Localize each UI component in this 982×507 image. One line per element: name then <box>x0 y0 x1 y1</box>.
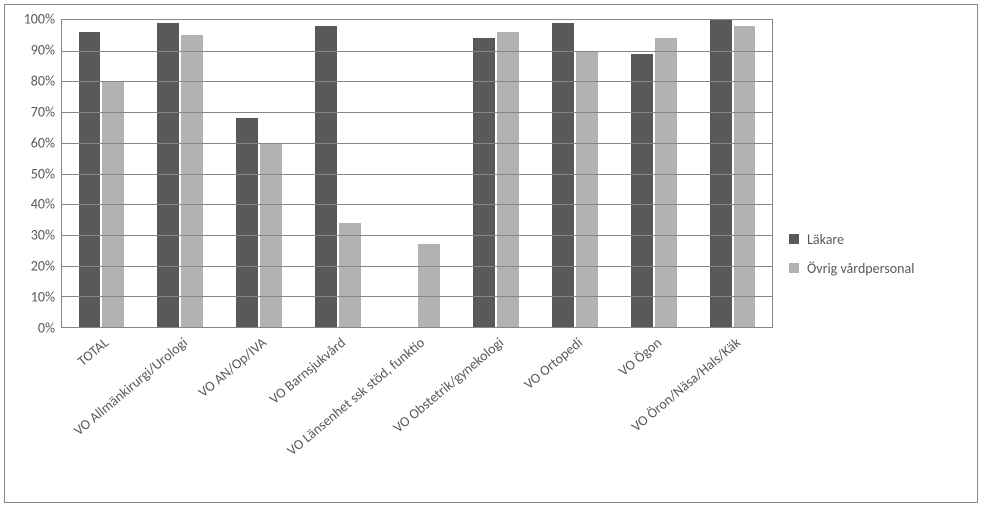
bar <box>181 35 203 327</box>
bar <box>734 26 756 327</box>
bar <box>339 223 361 327</box>
grid-line <box>62 235 772 236</box>
y-tick-label: 10% <box>31 289 55 306</box>
plot-area <box>61 19 773 328</box>
legend-item: Övrig vårdpersonal <box>789 260 969 277</box>
chart-frame: 0%10%20%30%40%50%60%70%80%90%100% TOTALV… <box>4 4 978 503</box>
y-tick-label: 50% <box>31 165 55 182</box>
x-axis-labels: TOTALVO Allmänkirurgi/UrologiVO AN/Op/IV… <box>61 328 773 488</box>
grid-line <box>62 296 772 297</box>
x-axis-spacer <box>13 328 61 488</box>
bar <box>497 32 519 327</box>
bar <box>79 32 101 327</box>
bar <box>631 54 653 327</box>
bar <box>576 51 598 327</box>
y-axis: 0%10%20%30%40%50%60%70%80%90%100% <box>13 19 61 328</box>
y-tick-label: 20% <box>31 258 55 275</box>
legend-label: Övrig vårdpersonal <box>807 260 914 277</box>
x-tick-label: VO AN/Op/IVA <box>195 334 270 401</box>
y-tick-label: 80% <box>31 72 55 89</box>
x-axis: TOTALVO Allmänkirurgi/UrologiVO AN/Op/IV… <box>13 328 773 488</box>
y-tick-label: 30% <box>31 227 55 244</box>
grid-line <box>62 81 772 82</box>
legend-swatch <box>789 234 799 244</box>
legend: Läkare Övrig vårdpersonal <box>781 5 977 502</box>
bar <box>315 26 337 327</box>
y-tick-label: 90% <box>31 41 55 58</box>
plot-column: 0%10%20%30%40%50%60%70%80%90%100% TOTALV… <box>5 5 781 502</box>
grid-line <box>62 143 772 144</box>
legend-item: Läkare <box>789 231 969 248</box>
grid-line <box>62 266 772 267</box>
y-tick-label: 100% <box>24 11 55 28</box>
y-tick-label: 60% <box>31 134 55 151</box>
bar <box>418 244 440 327</box>
bar <box>157 23 179 327</box>
plot-row: 0%10%20%30%40%50%60%70%80%90%100% <box>13 19 773 328</box>
bar <box>552 23 574 327</box>
y-tick-label: 70% <box>31 103 55 120</box>
x-tick-label: VO Barnsjukvård <box>266 334 349 408</box>
y-tick-label: 40% <box>31 196 55 213</box>
x-tick-label: VO Ortopedi <box>521 334 586 393</box>
x-tick-label: VO Ögon <box>615 334 665 380</box>
grid-line <box>62 51 772 52</box>
grid-line <box>62 174 772 175</box>
y-tick-label: 0% <box>38 320 55 337</box>
x-tick-label: TOTAL <box>74 334 112 370</box>
legend-swatch <box>789 263 799 273</box>
x-tick-label: VO Länsenhet ssk stöd, funktio <box>284 334 428 459</box>
grid-line <box>62 112 772 113</box>
legend-label: Läkare <box>807 231 844 248</box>
grid-line <box>62 204 772 205</box>
